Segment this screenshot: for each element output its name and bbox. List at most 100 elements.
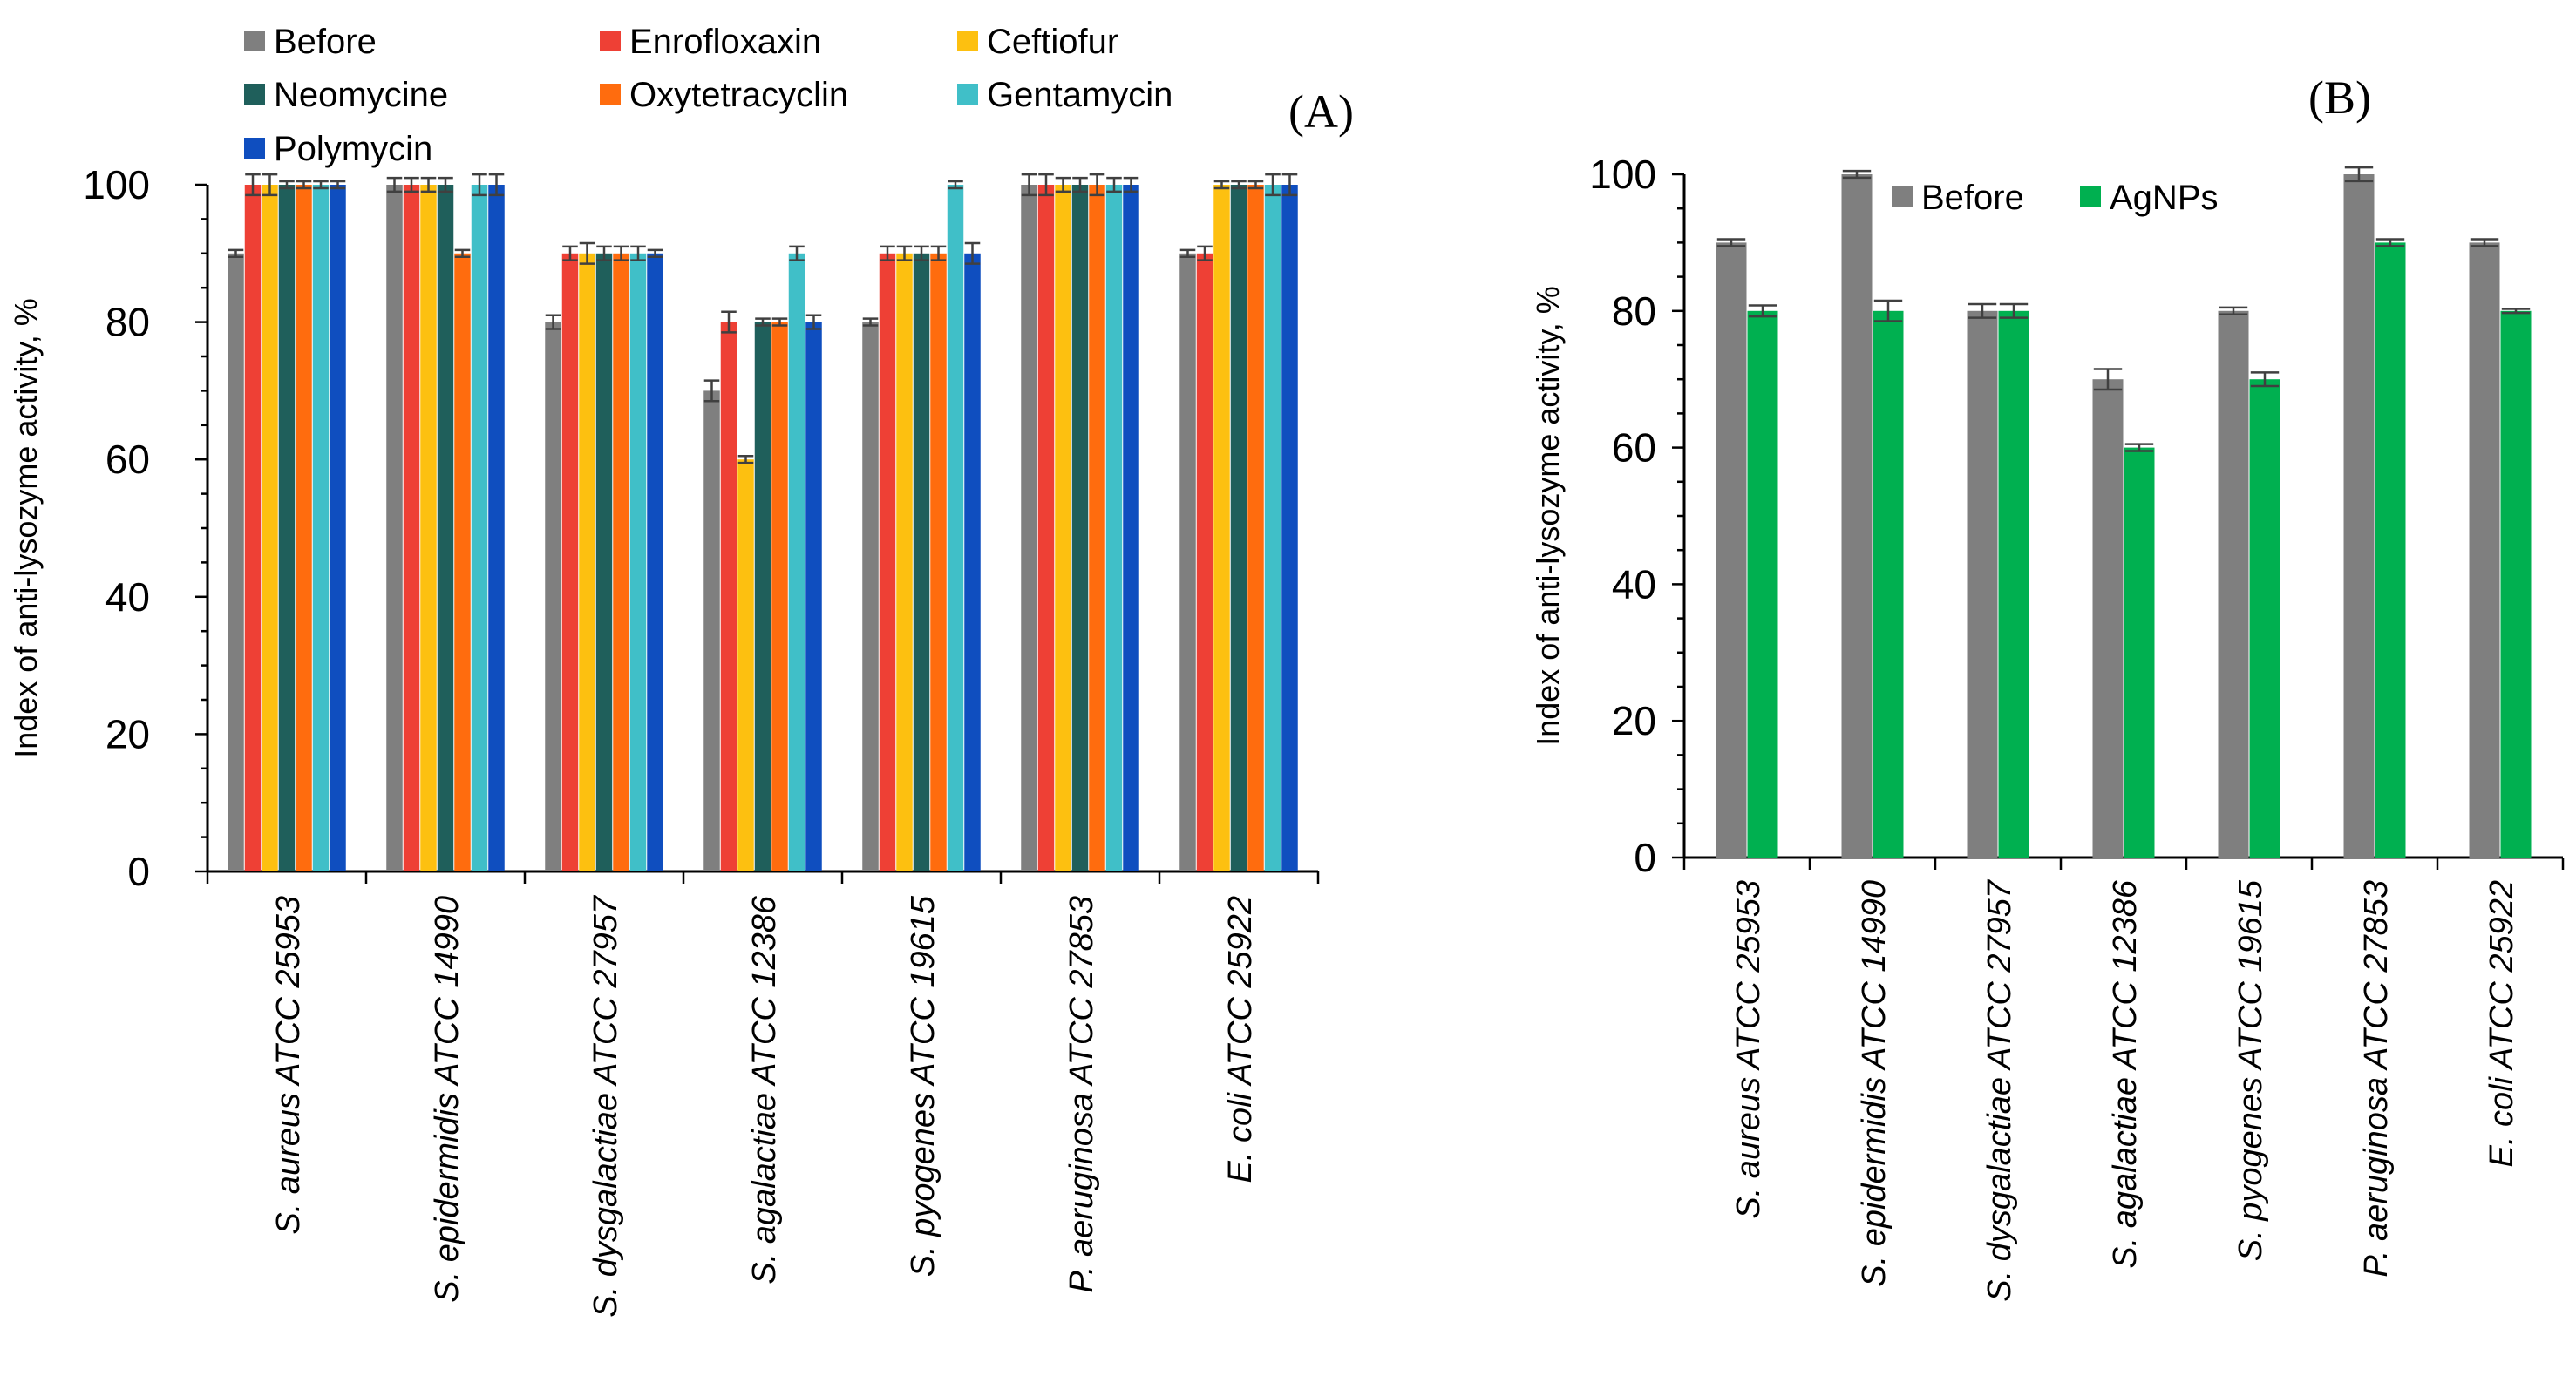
x-category-label: S. epidermidis ATCC 14990	[429, 896, 466, 1303]
bar-polymycin-1	[488, 185, 505, 871]
error-bar-enrofloxaxin-3	[721, 310, 737, 334]
error-bar-ceftiofur-3	[737, 455, 754, 464]
legend-swatch	[244, 84, 265, 105]
error-bar-gentamycin-0	[313, 180, 329, 190]
bar-enrofloxaxin-2	[561, 253, 579, 871]
error-bar-neomycine-6	[1231, 180, 1247, 190]
error-bar-agnps-1	[1873, 299, 1903, 322]
legend-item-ceftiofur: Ceftiofur	[957, 23, 1118, 61]
bar-enrofloxaxin-4	[879, 253, 896, 871]
error-bar-oxytetracyclin-1	[454, 248, 471, 258]
legend: Before Enrofloxaxin Ceftiofur Neomycine Oxyt…	[244, 23, 1172, 168]
error-bar-oxytetracyclin-5	[1089, 173, 1105, 197]
y-tick-label: 80	[105, 300, 150, 345]
bar-oxytetracyclin-2	[613, 253, 629, 871]
bar-before-6	[2469, 242, 2500, 858]
y-axis-title: Index of anti-lysozyme activity, %	[1530, 286, 1566, 746]
error-bar-ceftiofur-1	[420, 176, 437, 193]
error-bar-agnps-5	[2375, 238, 2405, 247]
bar-oxytetracyclin-5	[1089, 185, 1105, 871]
error-bar-oxytetracyclin-0	[296, 180, 312, 190]
y-tick-label: 0	[1634, 835, 1656, 880]
error-bar-ceftiofur-4	[896, 245, 913, 261]
error-bar-before-6	[1179, 248, 1196, 258]
error-bar-enrofloxaxin-5	[1038, 173, 1054, 197]
error-bar-before-4	[862, 317, 879, 327]
error-bar-agnps-2	[1999, 302, 2029, 319]
error-bar-enrofloxaxin-1	[404, 176, 419, 193]
legend-swatch	[1892, 186, 1913, 207]
error-bar-oxytetracyclin-2	[613, 245, 629, 261]
bar-oxytetracyclin-3	[771, 322, 788, 872]
y-tick-label: 40	[1612, 561, 1656, 607]
bar-ceftiofur-5	[1055, 185, 1071, 871]
bar-polymycin-3	[805, 322, 822, 872]
y-tick-label: 80	[1612, 288, 1656, 334]
bar-neomycine-5	[1071, 185, 1089, 871]
error-bar-oxytetracyclin-3	[771, 317, 788, 327]
bar-before-3	[703, 390, 720, 871]
bar-polymycin-2	[647, 253, 663, 871]
bar-agnps-6	[2500, 310, 2532, 858]
error-bar-before-2	[545, 314, 561, 330]
legend-label: Before	[274, 23, 377, 61]
error-bar-before-0	[228, 248, 244, 258]
legend-item-gentamycin: Gentamycin	[957, 76, 1172, 114]
error-bar-neomycine-4	[914, 245, 929, 261]
legend-label: Neomycine	[274, 76, 448, 114]
x-category-label: E. coli ATCC 25922	[2484, 880, 2520, 1167]
error-bar-enrofloxaxin-2	[562, 245, 578, 261]
error-bar-before-0	[1716, 238, 1746, 247]
error-bar-gentamycin-1	[472, 173, 487, 197]
legend-item-neomycine: Neomycine	[244, 76, 448, 114]
bar-agnps-2	[1998, 310, 2029, 858]
error-bar-polymycin-4	[964, 241, 981, 265]
bar-ceftiofur-6	[1213, 185, 1230, 871]
x-category-label: P. aeruginosa ATCC 27853	[2358, 880, 2395, 1278]
error-bar-neomycine-2	[596, 245, 612, 261]
bar-neomycine-2	[595, 253, 613, 871]
error-bar-neomycine-3	[755, 317, 771, 327]
legend-swatch	[957, 31, 978, 51]
legend-swatch	[600, 84, 621, 105]
bar-before-5	[1021, 185, 1037, 871]
x-category-label: S. dysgalactiae ATCC 27957	[1981, 878, 2018, 1302]
x-category-label: S. agalactiae ATCC 12386	[2107, 879, 2144, 1269]
legend: Before AgNPs	[1892, 179, 2219, 217]
error-bar-before-5	[1021, 173, 1037, 197]
bar-neomycine-4	[913, 253, 930, 871]
bar-polymycin-5	[1123, 185, 1139, 871]
error-bar-agnps-3	[2124, 443, 2154, 452]
bar-enrofloxaxin-6	[1196, 253, 1213, 871]
error-bar-ceftiofur-5	[1055, 176, 1071, 193]
y-tick-label: 20	[1612, 698, 1656, 743]
panel-label: (B)	[2308, 71, 2371, 124]
chart-panel-b: 0 20 40 60 80 100 S. aureus ATCC 25953 S. epide…	[1530, 71, 2565, 1302]
bar-neomycine-3	[754, 322, 771, 872]
bar-oxytetracyclin-4	[930, 253, 947, 871]
error-bar-before-1	[1842, 169, 1872, 180]
error-bar-gentamycin-3	[789, 245, 805, 261]
bar-neomycine-0	[278, 185, 296, 871]
error-bar-before-5	[2344, 166, 2374, 183]
legend-label: Polymycin	[274, 130, 432, 168]
bar-agnps-4	[2249, 379, 2280, 858]
legend-label: Before	[1921, 179, 2024, 217]
y-tick-label: 100	[83, 162, 150, 207]
bar-before-0	[1716, 242, 1747, 858]
error-bar-enrofloxaxin-6	[1197, 245, 1213, 261]
bar-gentamycin-0	[312, 185, 330, 871]
error-bar-ceftiofur-2	[579, 241, 595, 265]
x-category-label: E. coli ATCC 25922	[1222, 896, 1259, 1183]
error-bar-polymycin-1	[488, 173, 505, 197]
bar-before-5	[2343, 174, 2375, 858]
y-tick-label: 40	[105, 574, 150, 620]
bar-agnps-0	[1747, 310, 1778, 858]
error-bar-polymycin-6	[1281, 173, 1298, 197]
bar-before-1	[386, 185, 403, 871]
error-bar-before-3	[2093, 368, 2123, 391]
legend-swatch	[2080, 186, 2101, 207]
legend-item-enrofloxaxin: Enrofloxaxin	[600, 23, 821, 61]
bar-gentamycin-2	[629, 253, 647, 871]
